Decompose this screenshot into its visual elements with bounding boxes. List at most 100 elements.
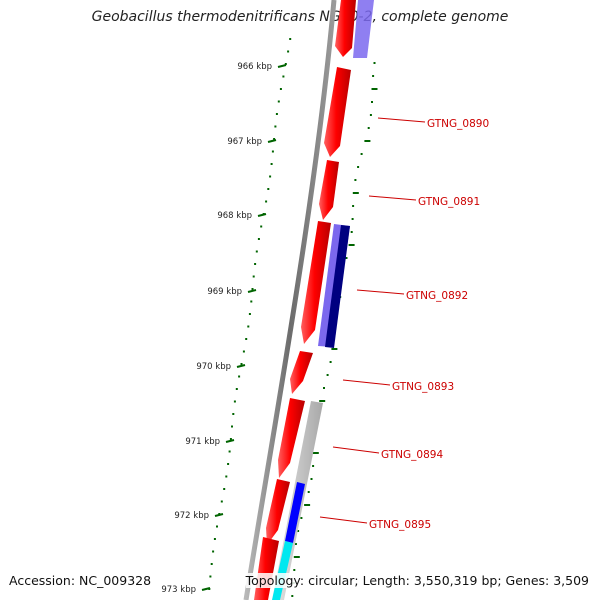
kbp-tick-label: 968 kbp xyxy=(217,211,252,221)
gc-dot xyxy=(216,525,218,528)
gc-dot xyxy=(312,465,315,467)
gc-dot xyxy=(251,288,254,290)
cds-track xyxy=(254,0,356,600)
gc-dot xyxy=(291,595,294,597)
gc-dot xyxy=(373,62,376,64)
gc-dot xyxy=(284,63,287,65)
gene-label[interactable]: GTNG_0895 xyxy=(369,519,431,531)
gene-label[interactable]: GTNG_0894 xyxy=(381,449,443,461)
blast-hits-track xyxy=(272,0,374,600)
gene-leader-line xyxy=(356,289,405,295)
gc-dot xyxy=(248,313,251,315)
gc-dot xyxy=(212,550,215,553)
gc-dot xyxy=(257,238,260,240)
gc-dot xyxy=(352,192,359,194)
gc-dot xyxy=(279,88,282,90)
gene-labels: GTNG_0890 GTNG_0891 GTNG_0892 GTNG_0893 GTNG… xyxy=(319,117,489,531)
gc-dot xyxy=(326,374,329,376)
cds-arrow xyxy=(301,221,331,344)
gc-dot xyxy=(265,200,268,203)
gc-dot xyxy=(227,463,230,465)
blast-hit-blue xyxy=(285,482,305,543)
gc-dot xyxy=(245,338,248,340)
gc-dot xyxy=(297,530,300,532)
gc-dot xyxy=(331,348,338,350)
gc-dot xyxy=(252,275,255,278)
kbp-tick-label: 973 kbp xyxy=(161,585,196,595)
kbp-tick-mark xyxy=(247,289,257,293)
gc-dot xyxy=(369,114,372,116)
gc-dot xyxy=(287,50,290,53)
gc-dot xyxy=(250,300,253,303)
gc-dot xyxy=(275,113,278,115)
gc-dot xyxy=(260,225,263,228)
gene-label[interactable]: GTNG_0892 xyxy=(406,290,468,302)
kbp-tick-label: 971 kbp xyxy=(185,437,220,447)
gc-dot xyxy=(351,218,354,220)
cds-arrow xyxy=(319,160,339,220)
genome-info-label: Topology: circular; Length: 3,550,319 bp… xyxy=(245,573,589,588)
gc-dot xyxy=(300,517,303,519)
gc-dot xyxy=(267,188,270,190)
gc-dot xyxy=(270,163,273,165)
cds-arrow xyxy=(324,67,351,157)
cds-arrow xyxy=(290,351,313,394)
gc-dot xyxy=(233,400,236,403)
gc-dot xyxy=(312,452,319,454)
gene-leader-line xyxy=(319,516,368,524)
gc-dot xyxy=(350,231,353,233)
cds-arrow xyxy=(278,398,305,478)
gc-dot xyxy=(242,350,245,353)
gc-dot xyxy=(360,153,363,155)
kbp-tick-label: 966 kbp xyxy=(237,62,272,72)
gc-dot xyxy=(364,140,371,142)
gc-dot xyxy=(255,250,258,253)
gc-dot xyxy=(235,388,238,390)
gc-dot xyxy=(229,438,232,440)
kbp-tick-mark xyxy=(277,64,287,68)
gc-dot xyxy=(269,175,272,178)
gc-dot xyxy=(213,538,216,540)
gc-dot xyxy=(271,150,274,153)
gc-dot xyxy=(240,363,243,365)
gc-dot xyxy=(273,138,276,140)
gc-dot xyxy=(367,127,370,129)
gc-dot xyxy=(277,100,280,103)
gene-leader-line xyxy=(332,446,380,454)
gc-dot xyxy=(345,257,348,259)
gc-dot xyxy=(238,375,241,378)
gc-dot xyxy=(372,75,375,77)
gc-dot xyxy=(225,475,228,478)
gc-dot xyxy=(310,478,313,480)
gc-dot xyxy=(352,205,355,207)
gene-label[interactable]: GTNG_0893 xyxy=(392,381,454,393)
kbp-tick-mark xyxy=(257,213,267,217)
gene-label[interactable]: GTNG_0890 xyxy=(427,118,489,130)
gc-dot xyxy=(254,263,257,265)
gc-dot xyxy=(293,556,300,558)
kbp-tick-mark xyxy=(225,439,235,443)
gc-dot xyxy=(228,450,231,453)
cds-arrow xyxy=(335,0,356,57)
kbp-tick-mark xyxy=(214,513,224,517)
gc-dot xyxy=(232,413,235,415)
gc-dot xyxy=(274,125,277,128)
kbp-tick-label: 967 kbp xyxy=(227,137,262,147)
gc-dot xyxy=(319,400,326,402)
gene-leader-line xyxy=(377,117,426,123)
gene-label[interactable]: GTNG_0891 xyxy=(418,196,480,208)
gc-dot xyxy=(289,38,292,40)
gc-dot xyxy=(220,500,223,503)
gene-leader-line xyxy=(368,195,417,201)
kbp-tick-mark xyxy=(267,139,277,143)
gc-dot xyxy=(371,88,378,90)
kbp-tick-label: 972 kbp xyxy=(174,511,209,521)
gc-dot xyxy=(247,325,250,328)
kbp-tick-label: 969 kbp xyxy=(207,287,242,297)
kbp-tick-label: 970 kbp xyxy=(196,362,231,372)
gc-dot xyxy=(371,101,373,103)
accession-label: Accession: NC_009328 xyxy=(9,573,152,588)
blast-hit-navy xyxy=(325,225,350,348)
gc-dot xyxy=(323,387,325,389)
